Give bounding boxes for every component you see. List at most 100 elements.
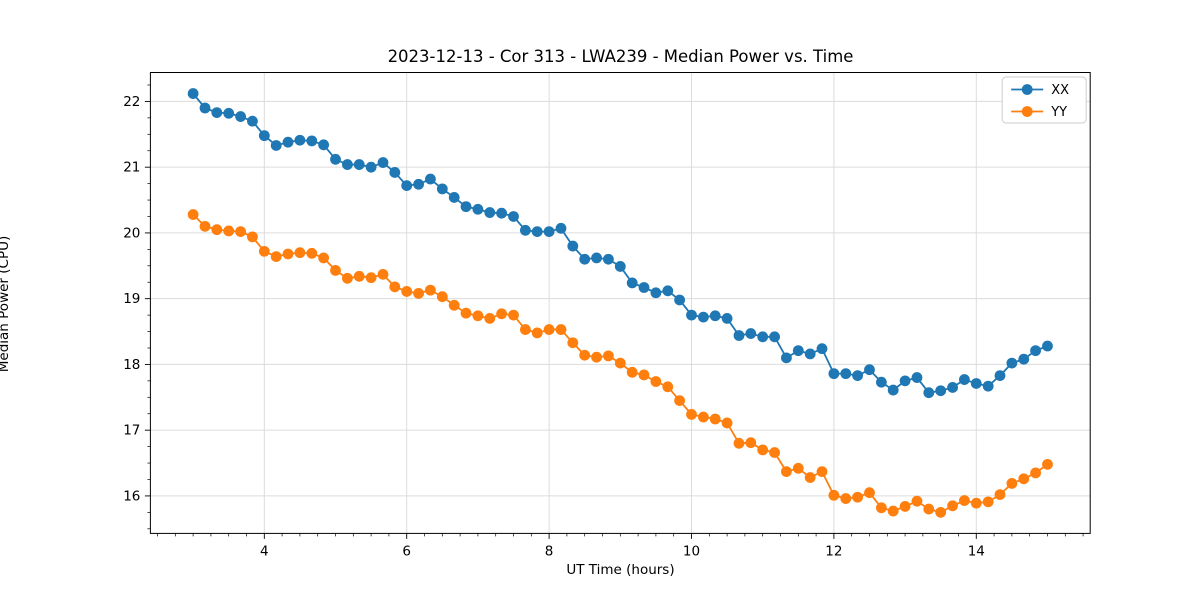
legend-sample-marker-XX <box>1021 84 1033 95</box>
data-point-XX <box>864 364 875 376</box>
data-point-YY <box>484 313 496 324</box>
data-point-YY <box>709 413 721 425</box>
data-point-YY <box>982 496 994 508</box>
data-point-YY <box>958 495 970 506</box>
x-tick-label: 4 <box>260 543 269 559</box>
data-point-YY <box>472 310 484 322</box>
x-tick-label: 6 <box>402 543 411 559</box>
data-point-YY <box>899 501 911 512</box>
plot-border <box>149 72 1091 534</box>
data-point-XX <box>579 253 591 265</box>
data-point-YY <box>875 502 887 514</box>
data-point-YY <box>282 248 294 260</box>
data-point-XX <box>792 345 804 357</box>
data-point-XX <box>923 387 935 399</box>
y-tick-label: 16 <box>123 488 140 504</box>
data-point-YY <box>757 444 769 456</box>
data-point-XX <box>781 352 792 364</box>
data-point-XX <box>935 385 947 397</box>
data-point-YY <box>258 245 270 257</box>
data-point-XX <box>235 111 247 122</box>
data-point-XX <box>306 135 318 147</box>
data-point-YY <box>721 417 733 429</box>
data-point-XX <box>721 313 733 324</box>
data-point-XX <box>757 331 769 343</box>
data-point-XX <box>958 374 970 385</box>
data-point-XX <box>638 282 650 293</box>
data-point-XX <box>614 261 626 272</box>
data-point-XX <box>982 380 994 392</box>
chart-title: 2023-12-13 - Cor 313 - LWA239 - Median P… <box>387 47 854 66</box>
x-tick-label: 10 <box>683 543 700 559</box>
data-point-XX <box>531 226 543 238</box>
data-point-YY <box>1018 473 1030 485</box>
data-point-XX <box>899 375 911 387</box>
data-point-XX <box>816 343 828 355</box>
data-point-XX <box>555 222 567 234</box>
data-point-XX <box>448 192 460 203</box>
data-point-YY <box>733 437 745 449</box>
data-point-YY <box>187 209 199 220</box>
data-point-YY <box>342 272 353 284</box>
data-point-YY <box>1030 467 1041 479</box>
legend: XX YY <box>1001 76 1087 124</box>
data-point-XX <box>413 178 424 190</box>
data-point-YY <box>247 231 258 243</box>
data-point-YY <box>923 503 935 515</box>
data-point-YY <box>650 376 662 387</box>
data-point-YY <box>769 447 780 458</box>
data-point-YY <box>638 369 650 381</box>
data-point-YY <box>567 337 579 349</box>
x-tick-label: 14 <box>968 543 985 559</box>
data-point-YY <box>887 505 899 517</box>
y-tick-label: 22 <box>123 94 140 110</box>
data-point-YY <box>555 324 567 335</box>
data-point-XX <box>674 294 686 306</box>
data-point-YY <box>377 268 389 280</box>
data-point-YY <box>804 472 816 483</box>
data-point-XX <box>199 102 211 114</box>
series-line-XX <box>192 92 1048 394</box>
data-point-YY <box>579 349 591 361</box>
data-point-XX <box>294 134 306 146</box>
data-point-YY <box>840 493 852 504</box>
series-XX <box>187 88 1053 399</box>
data-point-XX <box>769 331 780 343</box>
data-point-YY <box>318 252 330 264</box>
data-point-XX <box>472 203 484 215</box>
data-point-YY <box>389 281 401 293</box>
data-point-YY <box>448 299 460 311</box>
data-point-YY <box>531 327 543 339</box>
data-point-XX <box>697 311 709 323</box>
data-point-YY <box>864 487 875 499</box>
data-point-YY <box>674 395 686 406</box>
data-point-XX <box>342 159 353 170</box>
data-point-YY <box>947 500 958 512</box>
data-point-YY <box>816 466 828 477</box>
legend-sample-marker-YY <box>1021 106 1033 117</box>
data-point-YY <box>353 270 365 282</box>
data-point-XX <box>508 211 519 222</box>
data-point-YY <box>496 308 508 320</box>
data-point-XX <box>543 226 555 238</box>
legend-label-XX: XX <box>1051 83 1069 98</box>
x-tick-label: 8 <box>545 543 554 559</box>
data-point-XX <box>484 207 496 218</box>
data-point-XX <box>270 140 282 151</box>
x-tick-label: 12 <box>825 543 842 559</box>
data-point-XX <box>1030 345 1041 357</box>
y-tick-label: 17 <box>123 423 140 439</box>
data-point-XX <box>187 88 199 99</box>
data-point-XX <box>603 253 614 265</box>
data-point-XX <box>365 161 377 173</box>
data-point-XX <box>1042 340 1053 352</box>
data-point-YY <box>223 225 235 237</box>
data-point-YY <box>697 411 709 423</box>
data-point-XX <box>1018 353 1030 365</box>
data-point-XX <box>662 285 674 297</box>
data-point-YY <box>662 381 674 393</box>
data-point-YY <box>211 224 223 236</box>
data-point-YY <box>508 309 519 321</box>
